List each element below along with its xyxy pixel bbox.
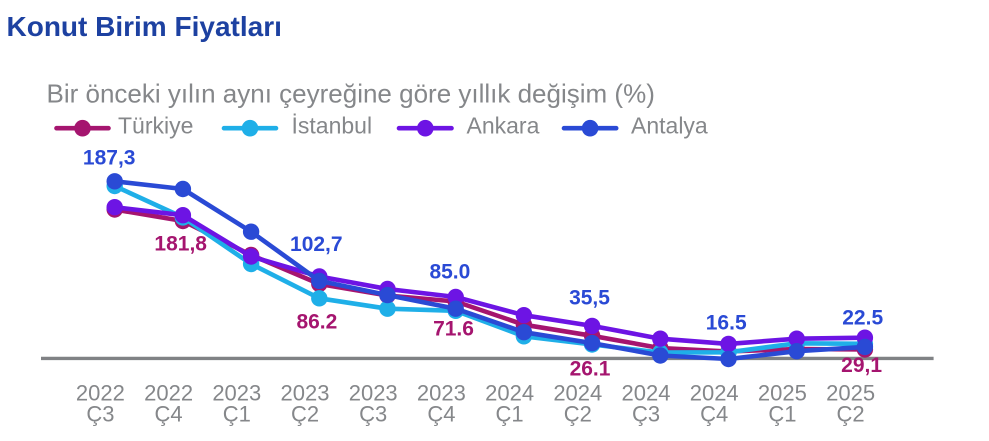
svg-text:Ç2: Ç2 <box>291 402 319 427</box>
svg-text:Türkiye: Türkiye <box>118 113 193 139</box>
svg-text:Ç2: Ç2 <box>564 402 592 427</box>
svg-text:2025: 2025 <box>826 381 875 406</box>
svg-text:Konut Birim Fiyatları: Konut Birim Fiyatları <box>7 11 282 42</box>
svg-text:2024: 2024 <box>690 381 739 406</box>
svg-text:187,3: 187,3 <box>83 147 136 170</box>
svg-text:2023: 2023 <box>349 381 398 406</box>
svg-text:2023: 2023 <box>281 381 330 406</box>
svg-text:Ç3: Ç3 <box>359 402 387 427</box>
svg-text:35,5: 35,5 <box>569 287 610 310</box>
svg-text:29,1: 29,1 <box>841 354 882 377</box>
svg-text:85.0: 85.0 <box>429 261 470 284</box>
svg-text:86.2: 86.2 <box>296 311 337 334</box>
svg-text:2025: 2025 <box>758 381 807 406</box>
svg-text:Ç4: Ç4 <box>700 402 728 427</box>
svg-text:Ç3: Ç3 <box>86 402 114 427</box>
svg-text:102,7: 102,7 <box>290 233 343 256</box>
svg-text:Antalya: Antalya <box>631 113 708 139</box>
svg-text:Ç2: Ç2 <box>837 402 865 427</box>
svg-text:22.5: 22.5 <box>842 307 883 330</box>
svg-text:Bir önceki yılın aynı çeyreğin: Bir önceki yılın aynı çeyreğine göre yıl… <box>47 79 655 109</box>
svg-text:Ç1: Ç1 <box>768 402 796 427</box>
svg-text:2022: 2022 <box>76 381 125 406</box>
svg-text:Ç3: Ç3 <box>632 402 660 427</box>
svg-text:Ankara: Ankara <box>467 113 540 139</box>
svg-text:16.5: 16.5 <box>706 312 747 335</box>
svg-text:Ç4: Ç4 <box>155 402 183 427</box>
svg-text:26.1: 26.1 <box>570 358 611 381</box>
svg-text:2024: 2024 <box>553 381 602 406</box>
svg-text:Ç4: Ç4 <box>427 402 455 427</box>
svg-text:2022: 2022 <box>144 381 193 406</box>
svg-text:71.6: 71.6 <box>433 318 474 341</box>
svg-text:İstanbul: İstanbul <box>292 113 373 139</box>
svg-text:181,8: 181,8 <box>154 233 207 256</box>
svg-text:2024: 2024 <box>485 381 534 406</box>
svg-text:2023: 2023 <box>417 381 466 406</box>
svg-text:2023: 2023 <box>212 381 261 406</box>
svg-text:Ç1: Ç1 <box>496 402 524 427</box>
svg-text:2024: 2024 <box>622 381 671 406</box>
svg-text:Ç1: Ç1 <box>223 402 251 427</box>
